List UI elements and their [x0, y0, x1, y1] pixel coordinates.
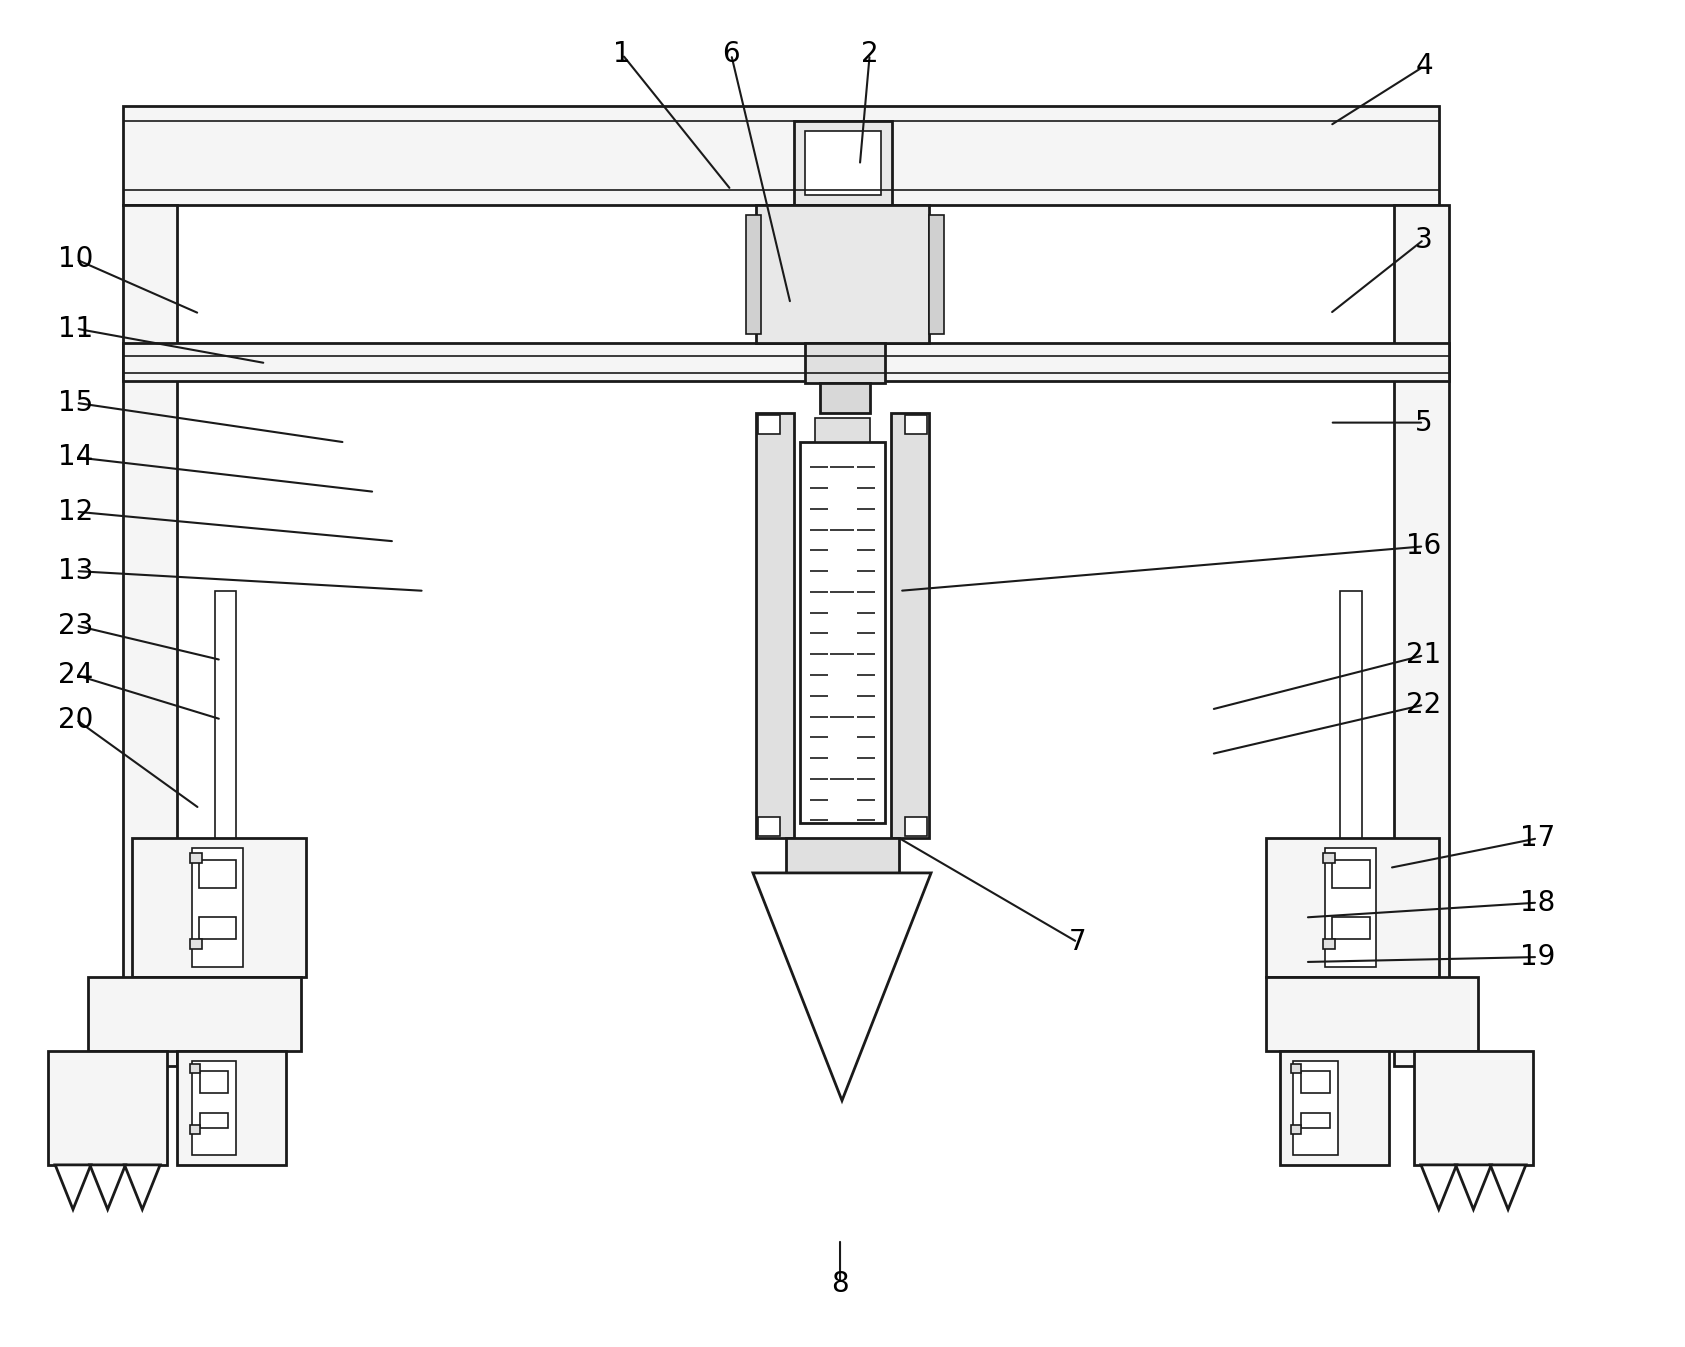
Polygon shape	[1420, 1165, 1456, 1210]
Bar	[1393, 205, 1449, 1065]
Polygon shape	[125, 1165, 160, 1210]
Bar	[1294, 1061, 1338, 1154]
Bar	[928, 214, 944, 334]
Text: 18: 18	[1520, 889, 1555, 916]
Bar	[1323, 853, 1335, 863]
Bar	[201, 1114, 229, 1129]
Text: 17: 17	[1520, 824, 1555, 853]
Bar	[800, 442, 885, 823]
Bar	[88, 977, 300, 1051]
Bar	[190, 939, 202, 950]
Bar	[1291, 1125, 1301, 1134]
Bar	[794, 121, 893, 205]
Bar	[891, 412, 928, 838]
Bar	[123, 106, 1439, 205]
Bar	[905, 415, 927, 435]
Bar	[177, 1051, 286, 1165]
Text: 11: 11	[59, 315, 94, 342]
Bar	[123, 205, 177, 1065]
Bar	[1281, 1051, 1390, 1165]
Text: 6: 6	[723, 40, 740, 69]
Bar	[757, 205, 928, 343]
Bar	[785, 838, 900, 873]
Text: 2: 2	[861, 40, 878, 69]
Polygon shape	[56, 1165, 91, 1210]
Bar	[190, 853, 202, 863]
Polygon shape	[1456, 1165, 1491, 1210]
Bar	[1301, 1114, 1329, 1129]
Bar	[214, 591, 236, 878]
Text: 24: 24	[59, 661, 94, 688]
Bar	[199, 917, 236, 939]
Bar	[49, 1051, 167, 1165]
Text: 23: 23	[59, 612, 94, 640]
Bar	[746, 214, 762, 334]
Bar	[192, 849, 243, 967]
Bar	[1331, 859, 1370, 888]
Text: 19: 19	[1520, 943, 1555, 971]
Text: 16: 16	[1407, 532, 1442, 560]
Text: 10: 10	[59, 245, 94, 273]
Text: 22: 22	[1407, 691, 1442, 719]
Bar	[758, 816, 780, 836]
Text: 12: 12	[59, 497, 94, 525]
Bar	[757, 412, 794, 838]
Polygon shape	[89, 1165, 125, 1210]
Text: 21: 21	[1407, 641, 1442, 669]
Bar	[1291, 1064, 1301, 1072]
Text: 8: 8	[831, 1270, 849, 1297]
Bar	[1331, 917, 1370, 939]
Bar	[190, 1064, 201, 1072]
Bar	[805, 131, 881, 195]
Bar	[1265, 838, 1439, 977]
Bar	[1340, 591, 1361, 878]
Bar	[1414, 1051, 1533, 1165]
Bar	[190, 1125, 201, 1134]
Bar	[133, 838, 305, 977]
Text: 4: 4	[1415, 53, 1432, 81]
Text: 5: 5	[1415, 408, 1432, 436]
Bar	[1301, 1071, 1329, 1092]
Polygon shape	[753, 873, 932, 1100]
Bar	[905, 816, 927, 836]
Text: 15: 15	[59, 389, 94, 416]
Bar	[816, 418, 869, 442]
Bar	[821, 383, 869, 412]
Polygon shape	[1490, 1165, 1527, 1210]
Bar	[123, 343, 1449, 381]
Bar	[201, 1071, 229, 1092]
Text: 3: 3	[1415, 225, 1432, 253]
Text: 14: 14	[59, 443, 94, 471]
Text: 20: 20	[59, 706, 94, 734]
Bar	[192, 1061, 236, 1154]
Bar	[1323, 939, 1335, 950]
Text: 13: 13	[59, 558, 94, 585]
Bar	[1265, 977, 1478, 1051]
Bar	[1324, 849, 1377, 967]
Bar	[805, 343, 885, 383]
Text: 1: 1	[613, 40, 632, 69]
Bar	[199, 859, 236, 888]
Bar	[758, 415, 780, 435]
Text: 7: 7	[1068, 928, 1087, 956]
